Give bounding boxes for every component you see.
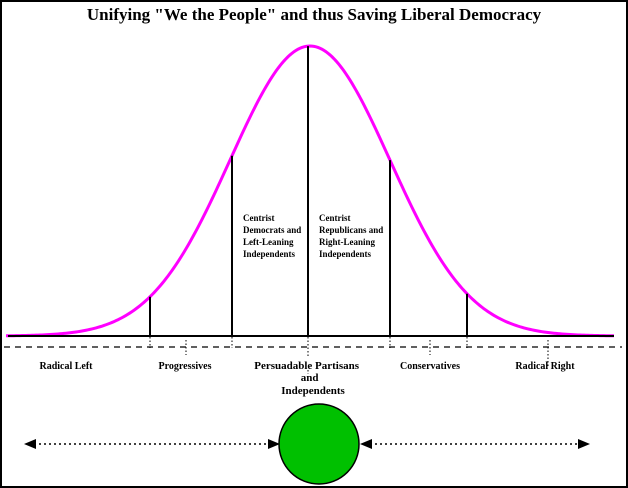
center-circle [278,403,360,485]
inner-label-left: Centrist Democrats and Left-Leaning Inde… [243,213,304,259]
right-dotted-arrow [360,439,590,449]
arrow-right-head-icon [268,439,280,449]
bell-curve [5,44,615,338]
inner-label-right-line: Independents [319,249,372,259]
inner-label-left-line: Centrist [243,213,275,223]
inner-label-right-line: Centrist [319,213,351,223]
inner-label-right-line: Right-Leaning [319,237,376,247]
segment-label-persuadable-line: Independents [281,385,345,397]
inner-label-left-line: Democrats and [243,225,301,235]
dotted-ticks [149,337,549,374]
segment-label-persuadable-line: and [301,372,319,384]
arrow-right-head-icon [578,439,590,449]
inner-label-left-line: Left-Leaning [243,237,294,247]
segment-label-persuadable-line: Persuadable Partisans [254,360,360,372]
segment-label-progressives: Progressives [159,361,212,372]
diagram-title: Unifying "We the People" and thus Saving… [87,5,542,24]
inner-label-right-line: Republicans and [319,225,383,235]
inner-label-left-line: Independents [243,249,296,259]
segment-label-radical-right: Radical Right [515,361,575,372]
arrow-left-head-icon [24,439,36,449]
segment-label-persuadable: Persuadable Partisans and Independents [254,360,362,397]
segment-label-radical-left: Radical Left [39,361,93,372]
inner-label-right: Centrist Republicans and Right-Leaning I… [319,213,386,259]
segment-label-conservatives: Conservatives [400,361,460,372]
left-dotted-arrow [24,439,280,449]
arrow-left-head-icon [360,439,372,449]
